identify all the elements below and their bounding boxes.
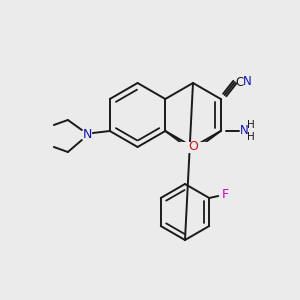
Text: N: N xyxy=(242,75,251,88)
Text: F: F xyxy=(222,188,229,202)
Text: N: N xyxy=(83,128,92,142)
Text: H: H xyxy=(247,132,255,142)
Text: H: H xyxy=(247,120,255,130)
Text: C: C xyxy=(236,76,244,88)
Text: N: N xyxy=(240,124,249,137)
Text: O: O xyxy=(188,140,198,154)
